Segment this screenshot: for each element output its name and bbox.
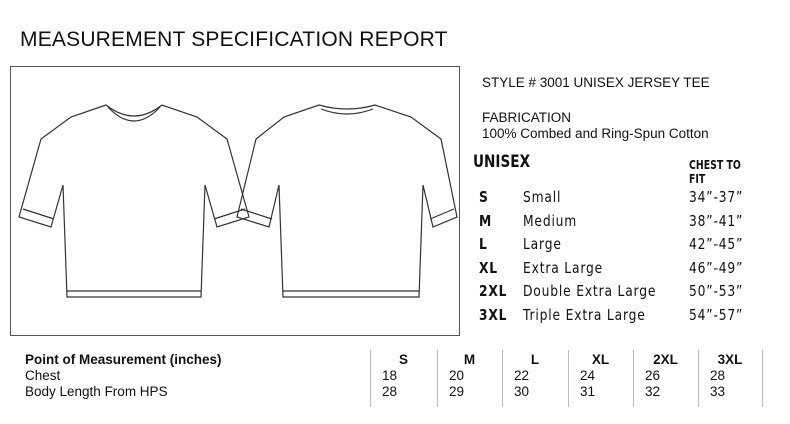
measurement-value: 20 xyxy=(449,368,465,383)
fit-size: M xyxy=(479,211,493,230)
fit-name: Triple Extra Large xyxy=(523,305,646,324)
measurement-value: 29 xyxy=(449,384,465,399)
column-divider xyxy=(502,350,503,407)
size-column-header: L xyxy=(530,352,540,367)
measurement-value: 33 xyxy=(710,384,726,399)
garment-sketch-frame xyxy=(10,66,460,336)
fabrication-value: 100% Combed and Ring-Spun Cotton xyxy=(482,126,709,141)
size-column-header: 2XL xyxy=(653,352,678,367)
fit-size: XL xyxy=(479,258,498,277)
fit-row: M Medium 38”-41” xyxy=(473,212,773,234)
fit-name: Double Extra Large xyxy=(523,282,657,300)
fabrication-label: FABRICATION xyxy=(482,110,572,125)
fit-size: L xyxy=(479,235,488,253)
fit-chest: 46”-49” xyxy=(689,258,744,277)
measurement-value: 31 xyxy=(580,384,596,399)
size-column-header: XL xyxy=(591,352,610,367)
tshirt-back-sketch xyxy=(236,104,458,298)
size-column-header: 3XL xyxy=(717,352,743,367)
measurement-value: 32 xyxy=(645,384,661,399)
fit-name: Extra Large xyxy=(523,258,604,277)
page-title: MEASUREMENT SPECIFICATION REPORT xyxy=(20,28,448,51)
measurement-value: 26 xyxy=(645,368,661,383)
chest-to-fit-heading: CHEST TO FIT xyxy=(689,158,741,186)
measurement-value: 28 xyxy=(382,384,398,399)
column-divider xyxy=(762,350,763,407)
measurement-value: 28 xyxy=(710,368,726,383)
fit-chart-heading: UNISEX xyxy=(473,152,531,172)
measurement-value: 22 xyxy=(514,368,530,383)
fit-size: S xyxy=(479,188,489,206)
size-column-header: S xyxy=(398,352,408,367)
column-divider xyxy=(698,350,699,407)
fit-row: L Large 42”-45” xyxy=(473,235,773,257)
fit-row: S Small 34”-37” xyxy=(473,188,773,210)
column-divider xyxy=(633,350,634,407)
style-line: STYLE # 3001 UNISEX JERSEY TEE xyxy=(482,75,710,90)
fit-size: 3XL xyxy=(479,305,508,324)
fit-size: 2XL xyxy=(479,282,508,300)
fit-chest: 50”-53” xyxy=(689,282,744,300)
fit-name: Small xyxy=(523,188,562,206)
fit-row: 3XL Triple Extra Large 54”-57” xyxy=(473,306,773,328)
fit-chest: 38”-41” xyxy=(689,211,744,230)
fit-row: XL Extra Large 46”-49” xyxy=(473,259,773,281)
column-divider xyxy=(568,350,569,407)
fit-row: 2XL Double Extra Large 50”-53” xyxy=(473,282,773,304)
fit-chest: 34”-37” xyxy=(689,188,744,206)
column-divider xyxy=(437,350,438,407)
measurement-value: 18 xyxy=(382,368,398,383)
measurement-value: 30 xyxy=(514,384,530,399)
fit-chest: 54”-57” xyxy=(689,305,744,324)
fit-chart: UNISEX CHEST TO FIT S Small 34”-37” M Medium… xyxy=(473,152,773,332)
measurement-value: 24 xyxy=(580,368,596,383)
tshirt-front-back-sketch xyxy=(18,104,458,298)
size-column-header: M xyxy=(463,352,476,367)
tshirt-front-sketch xyxy=(18,104,250,298)
row-label-chest: Chest xyxy=(25,368,61,383)
row-label-body-length: Body Length From HPS xyxy=(25,384,168,399)
fit-name: Large xyxy=(523,235,562,253)
fit-chest: 42”-45” xyxy=(689,235,744,253)
measurement-header: Point of Measurement (inches) xyxy=(25,352,222,367)
column-divider xyxy=(370,350,371,407)
fit-name: Medium xyxy=(523,211,578,230)
